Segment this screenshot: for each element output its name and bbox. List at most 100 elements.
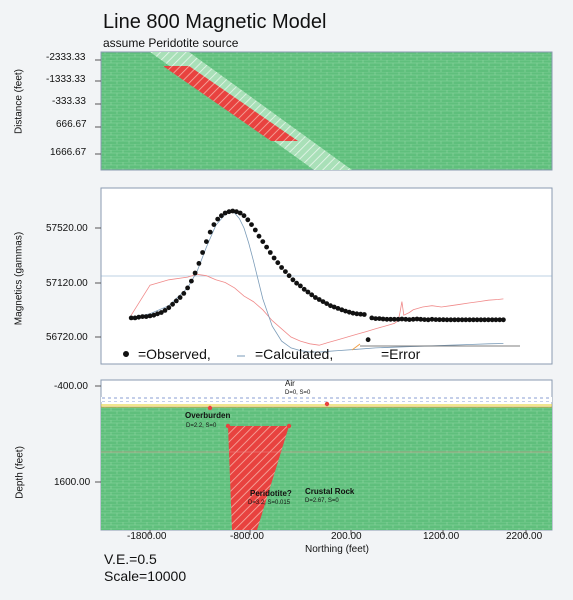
observed-point (320, 299, 326, 304)
plan-ytick: 666.67 (56, 119, 87, 130)
vertex-marker[interactable] (225, 423, 231, 429)
peridotite-props: D=3.2, S=0.015 (248, 500, 291, 506)
legend-error-label: =Error (381, 346, 421, 362)
observed-point (222, 210, 228, 216)
observed-point (489, 317, 495, 323)
legend-error-marker (351, 343, 361, 351)
xtick: 2200.00 (506, 531, 543, 542)
depth-ytick: -400.00 (54, 381, 88, 392)
observed-point (301, 286, 307, 292)
legend-calculated-label: =Calculated, (255, 346, 333, 362)
observed-point (324, 301, 330, 306)
observed-point (132, 315, 138, 321)
observed-point (196, 261, 202, 266)
observed-point (346, 309, 352, 315)
vertex-marker[interactable] (286, 423, 292, 429)
observed-point (245, 217, 251, 223)
observed-point (260, 239, 266, 245)
observed-point (219, 213, 224, 219)
observed-point (290, 277, 296, 283)
observed-point (437, 317, 442, 323)
observed-point (410, 316, 416, 322)
observed-point (309, 292, 315, 298)
observed-point (151, 312, 157, 318)
mag-ytick: 57120.00 (46, 278, 88, 289)
observed-point (298, 283, 303, 289)
observed-point (158, 310, 164, 315)
observed-point (207, 229, 213, 235)
observed-point (237, 210, 243, 216)
plan-ytick: -2333.33 (46, 52, 86, 63)
observed-point (388, 316, 393, 322)
x-axis-label: Northing (feet) (305, 544, 369, 555)
observed-point (252, 227, 258, 233)
observed-point (166, 305, 172, 311)
observed-point (467, 317, 472, 323)
air-label: Air (285, 379, 295, 388)
observed-point (474, 317, 480, 323)
observed-point (316, 297, 322, 302)
observed-series (128, 208, 506, 343)
observed-point (395, 316, 401, 322)
crustal-rock-label: Crustal Rock (305, 487, 355, 496)
observed-point (192, 270, 198, 276)
observed-point (249, 222, 254, 228)
observed-point (181, 291, 187, 296)
vertex-marker[interactable] (324, 401, 330, 407)
observed-point (392, 316, 397, 322)
depth-ytick: 1600.00 (54, 477, 91, 488)
xtick: 200.00 (331, 531, 362, 542)
plan-ytick: 1666.67 (50, 147, 87, 158)
observed-point (459, 317, 465, 323)
vertex-marker[interactable] (207, 405, 213, 411)
overburden-props: D=2.2, S=0 (186, 423, 217, 429)
observed-point (204, 239, 209, 245)
scale-label: Scale=10000 (104, 568, 187, 584)
plan-dike-body (163, 66, 298, 141)
chart-title: Line 800 Magnetic Model (103, 11, 327, 33)
observed-point (358, 311, 363, 317)
observed-point (279, 265, 284, 270)
observed-point (463, 317, 469, 323)
plan-ytick: -1333.33 (46, 74, 86, 85)
observed-point (471, 317, 476, 323)
observed-point (448, 317, 454, 323)
observed-point (286, 273, 292, 279)
observed-point (497, 317, 503, 323)
observed-point (399, 316, 405, 322)
observed-point (455, 317, 461, 323)
observed-point (339, 307, 345, 313)
crustal-rock-body (101, 407, 552, 530)
observed-point (143, 314, 149, 319)
observed-point (147, 313, 153, 319)
air-layer (101, 397, 552, 402)
observed-point (173, 298, 179, 304)
chart-subtitle: assume Peridotite source (103, 36, 239, 50)
observed-point (241, 213, 247, 219)
observed-point (331, 304, 337, 310)
observed-point (377, 316, 382, 321)
observed-point (478, 317, 484, 323)
observed-point (440, 317, 446, 323)
observed-point (294, 280, 299, 286)
observed-point (140, 314, 145, 319)
observed-point (313, 295, 318, 300)
observed-point (380, 316, 386, 322)
observed-point (433, 317, 439, 322)
observed-point (335, 306, 341, 311)
legend-observed-marker (123, 351, 129, 357)
observed-point (452, 317, 457, 323)
observed-point (422, 317, 427, 322)
observed-point (373, 316, 378, 321)
error-series-line (130, 273, 504, 346)
observed-point (226, 209, 232, 215)
plan-panel (95, 51, 553, 171)
observed-point (429, 316, 435, 322)
mag-panel: =Observed, =Calculated, =Error (95, 187, 553, 365)
xtick: -800.00 (230, 531, 264, 542)
observed-point (501, 317, 506, 323)
observed-point (305, 289, 311, 295)
observed-point (136, 314, 142, 320)
observed-point (264, 244, 269, 250)
observed-point (361, 312, 367, 317)
